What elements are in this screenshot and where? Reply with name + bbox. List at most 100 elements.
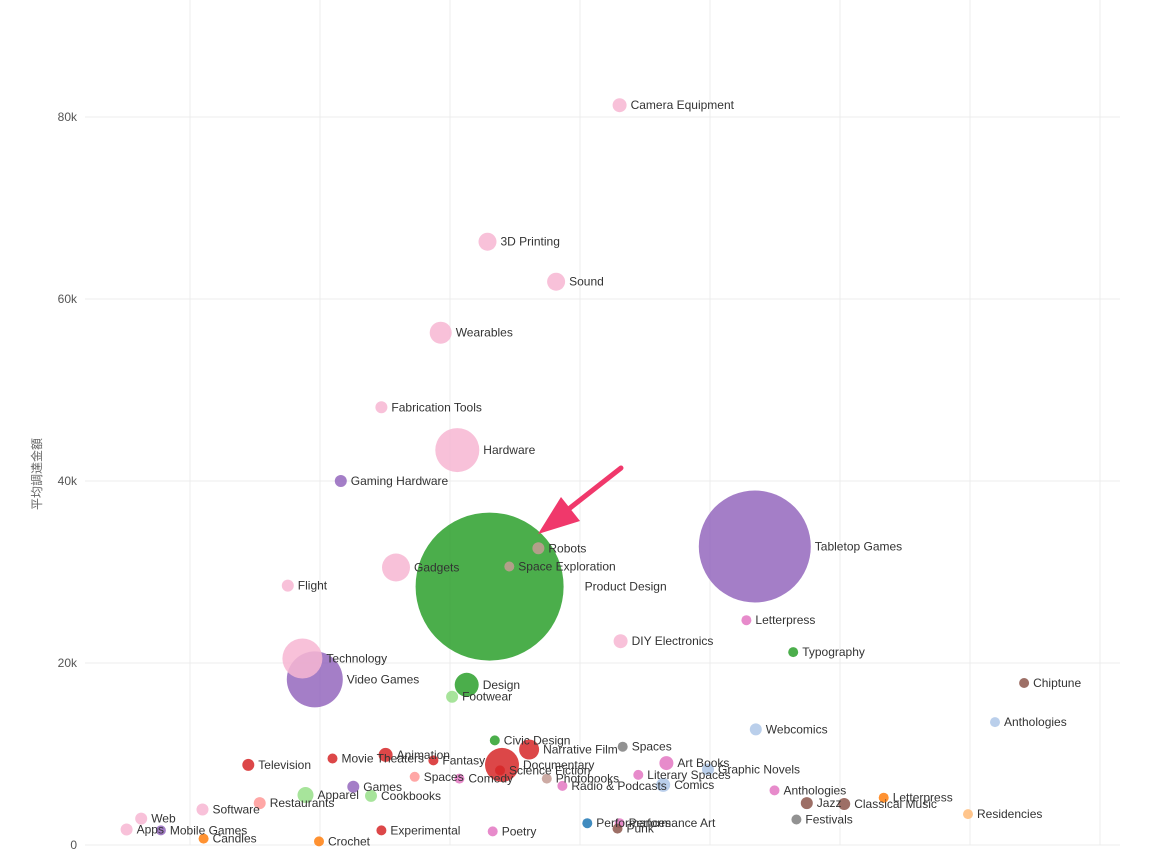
y-tick-label: 20k (58, 656, 78, 670)
bubble[interactable] (612, 98, 627, 113)
bubble[interactable] (297, 787, 314, 803)
bubble[interactable] (504, 561, 515, 572)
bubble[interactable] (281, 579, 294, 592)
bubble[interactable] (532, 542, 545, 555)
bubble-label: Apparel (318, 788, 359, 802)
bubble-label: Letterpress (755, 613, 815, 627)
bubble[interactable] (990, 717, 1000, 728)
bubble[interactable] (429, 321, 452, 344)
bubble-label: Apps (137, 823, 164, 837)
bubble[interactable] (702, 763, 714, 776)
bubble[interactable] (963, 809, 973, 820)
bubble-label: Performance Art (629, 816, 716, 830)
bubble[interactable] (659, 756, 674, 771)
bubble-label: Robots (548, 541, 586, 555)
bubble[interactable] (541, 773, 552, 784)
annotation-arrow (538, 465, 624, 534)
bubble[interactable] (557, 780, 568, 791)
bubble[interactable] (135, 812, 148, 825)
bubble-label: Jazz (817, 796, 842, 810)
y-tick-label: 40k (58, 474, 78, 488)
bubble-label: Fabrication Tools (391, 400, 482, 414)
bubble[interactable] (788, 647, 799, 658)
bubble-label: Camera Equipment (631, 98, 735, 112)
bubble-label: Chiptune (1033, 676, 1081, 690)
bubble[interactable] (198, 833, 209, 844)
bubble-label: Gaming Hardware (351, 474, 449, 488)
bubble[interactable] (334, 475, 347, 487)
bubble[interactable] (633, 769, 644, 780)
bubble[interactable] (769, 785, 780, 796)
bubble[interactable] (478, 232, 497, 251)
bubble[interactable] (327, 753, 338, 764)
bubble-label: Web (151, 812, 176, 826)
bubble-label: Television (258, 758, 311, 772)
bubble[interactable] (519, 739, 540, 760)
bubble[interactable] (656, 777, 671, 792)
bubble[interactable] (749, 723, 762, 736)
bubble-label: Spaces (632, 740, 672, 754)
bubble[interactable] (800, 797, 813, 810)
bubble[interactable] (495, 765, 505, 776)
bubble[interactable] (253, 797, 266, 810)
bubble[interactable] (365, 789, 377, 802)
bubble-label: Cookbooks (381, 789, 441, 803)
bubble[interactable] (613, 634, 628, 649)
bubble-label: Typography (802, 645, 865, 659)
bubble[interactable] (314, 836, 324, 847)
bubble[interactable] (547, 272, 566, 291)
bubble[interactable] (741, 615, 752, 626)
bubble-label: Spaces (424, 770, 464, 784)
bubble-labels: Camera Equipment 3D Printing Sound Wearable… (137, 98, 1082, 848)
bubble[interactable] (838, 798, 851, 810)
bubble[interactable] (485, 747, 519, 782)
bubble[interactable] (489, 735, 500, 746)
bubble[interactable] (347, 780, 360, 793)
bubble-label: Science Fiction (509, 763, 590, 777)
bubble[interactable] (582, 818, 593, 829)
bubble[interactable] (155, 825, 166, 836)
bubble-label: Festivals (805, 813, 852, 827)
bubble[interactable] (382, 553, 410, 582)
bubble[interactable] (1019, 678, 1030, 688)
bubble-label: Letterpress (893, 791, 953, 805)
bubble-label: DIY Electronics (632, 634, 714, 648)
bubble[interactable] (428, 755, 439, 766)
bubble[interactable] (617, 741, 628, 752)
bubble[interactable] (612, 823, 623, 834)
bubble-label: Wearables (456, 326, 513, 340)
bubble[interactable] (409, 771, 420, 782)
bubble[interactable] (120, 823, 133, 836)
bubble[interactable] (196, 803, 209, 816)
bubble-label: Technology (326, 652, 387, 666)
bubble-label: Anthologies (1004, 715, 1067, 729)
bubble-label: Webcomics (766, 722, 828, 736)
bubble[interactable] (446, 690, 459, 703)
bubble-label: Tabletop Games (815, 540, 902, 554)
bubble[interactable] (698, 490, 811, 603)
bubble[interactable] (454, 672, 479, 697)
bubble-label: Movie Theaters (342, 752, 424, 766)
bubble-series (120, 98, 1030, 847)
bubble[interactable] (487, 826, 498, 837)
grid (85, 0, 1120, 846)
bubble-label: Animation (397, 748, 450, 762)
y-tick-label: 0 (70, 838, 77, 852)
bubble-label: Design (483, 678, 520, 692)
bubble[interactable] (378, 747, 393, 762)
bubble-label: Civic Design (504, 733, 571, 747)
bubble[interactable] (791, 814, 802, 825)
bubble[interactable] (375, 401, 388, 414)
bubble-label: Graphic Novels (718, 763, 800, 777)
bubble-label: Software (213, 803, 261, 817)
bubble-label: Residencies (977, 807, 1042, 821)
bubble[interactable] (242, 758, 255, 771)
bubble[interactable] (878, 792, 889, 803)
bubble[interactable] (415, 512, 564, 661)
bubble[interactable] (282, 638, 323, 679)
bubble[interactable] (454, 773, 465, 784)
bubble-label: Mobile Games (170, 823, 247, 837)
bubble[interactable] (435, 428, 480, 473)
bubble[interactable] (376, 825, 387, 836)
